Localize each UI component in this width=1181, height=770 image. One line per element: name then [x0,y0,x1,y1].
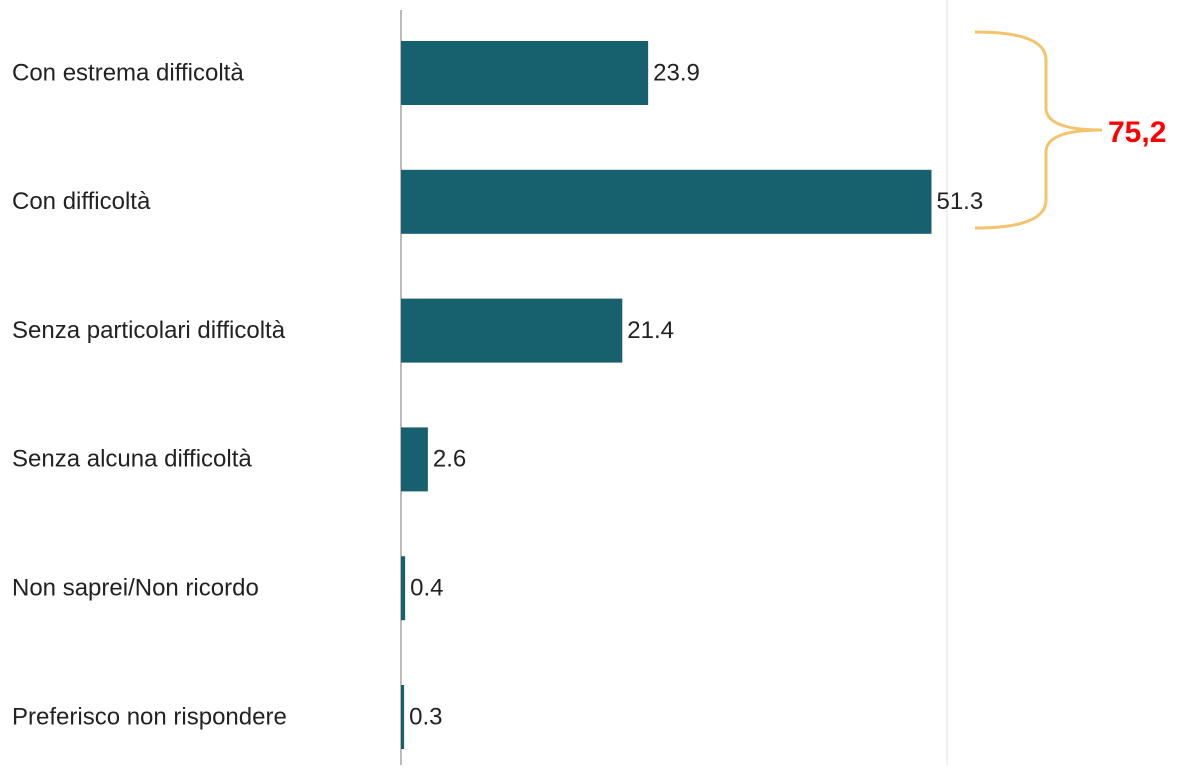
value-label: 0.4 [410,575,443,602]
bar [401,685,405,749]
annotation: 75,2 [1108,116,1166,149]
category-label: Preferisco non rispondere [12,703,287,730]
bar [401,298,623,363]
bar [401,427,428,492]
category-label: Con difficoltà [12,188,151,215]
bar [401,556,406,621]
value-label: 0.3 [409,703,442,730]
value-label: 2.6 [433,446,466,473]
bar [401,41,649,105]
brace [974,30,1103,230]
value-label: 21.4 [627,317,674,344]
value-label: 51.3 [936,188,983,215]
value-label: 23.9 [653,59,700,86]
category-label: Senza alcuna difficoltà [12,446,252,473]
category-label: Senza particolari difficoltà [12,317,286,344]
category-label: Con estrema difficoltà [12,59,244,86]
category-label: Non saprei/Non ricordo [12,575,259,602]
bar [401,169,932,234]
